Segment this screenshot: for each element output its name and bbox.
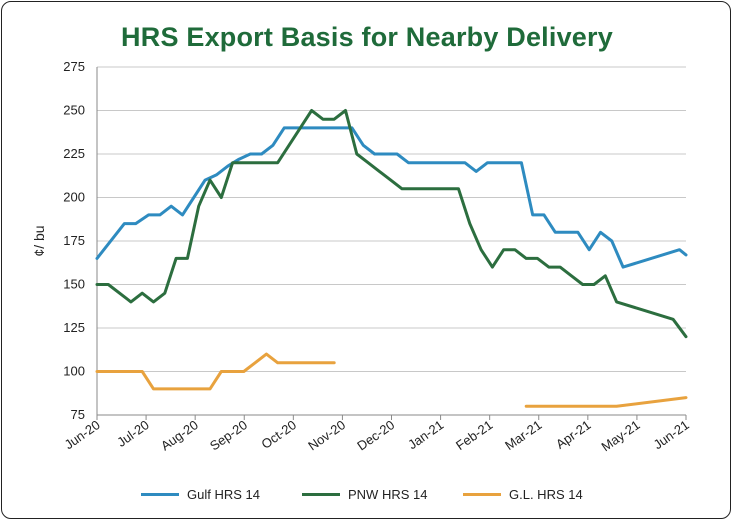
y-tick-label: 200 (63, 190, 85, 205)
x-tick-label: Jun-20 (62, 417, 103, 452)
gridlines (97, 66, 686, 416)
legend-label-gulf: Gulf HRS 14 (187, 486, 260, 502)
legend-label-gl: G.L. HRS 14 (509, 486, 583, 502)
x-tick-label: Apr-21 (553, 417, 594, 452)
legend-label-pnw: PNW HRS 14 (348, 486, 428, 502)
y-tick-label: 75 (71, 407, 85, 422)
x-tick-label: Jul-20 (114, 417, 152, 450)
series-line-pnw (95, 109, 688, 339)
y-tick-label: 125 (63, 320, 85, 335)
chart-title: HRS Export Basis for Nearby Delivery (121, 22, 613, 52)
x-tick-label: Mar-21 (502, 417, 544, 453)
y-tick-label: 175 (63, 233, 85, 248)
x-tick-label: May-21 (599, 417, 643, 454)
series-line-gl-seg1 (95, 352, 336, 391)
y-axis-label: ¢/ bu (31, 225, 47, 256)
legend-item-pnw: PNW HRS 14 (302, 482, 427, 506)
x-tick-label: Sep-20 (207, 417, 250, 453)
y-tick-labels: 75 100 125 150 175 200 225 250 275 (63, 59, 85, 422)
x-tick-label: Jan-21 (405, 417, 446, 452)
x-tick-label: Oct-20 (258, 417, 299, 452)
x-tick-labels: Jun-20 Jul-20 Aug-20 Sep-20 Oct-20 Nov-20 Dec-… (62, 417, 692, 454)
legend: Gulf HRS 14 PNW HRS 14 G.L. HRS 14 (0, 482, 734, 506)
legend-swatch-pnw (302, 492, 340, 496)
x-tick-label: Nov-20 (305, 417, 348, 453)
y-tick-label: 100 (63, 364, 85, 379)
legend-item-gl: G.L. HRS 14 (463, 482, 583, 506)
y-tick-label: 225 (63, 146, 85, 161)
legend-swatch-gulf (141, 492, 179, 496)
x-tick-label: Aug-20 (158, 417, 201, 453)
series-line-gulf (95, 126, 688, 269)
series-lines (95, 109, 688, 408)
y-tick-label: 150 (63, 277, 85, 292)
series-line-gl-seg2 (524, 396, 688, 408)
y-tick-label: 275 (63, 59, 85, 74)
legend-swatch-gl (463, 492, 501, 496)
axes (96, 67, 687, 420)
x-tick-label: Feb-21 (453, 417, 495, 453)
x-tick-label: Jun-21 (651, 417, 692, 452)
x-tick-label: Dec-20 (354, 417, 397, 453)
legend-item-gulf: Gulf HRS 14 (141, 482, 260, 506)
y-tick-label: 250 (63, 103, 85, 118)
